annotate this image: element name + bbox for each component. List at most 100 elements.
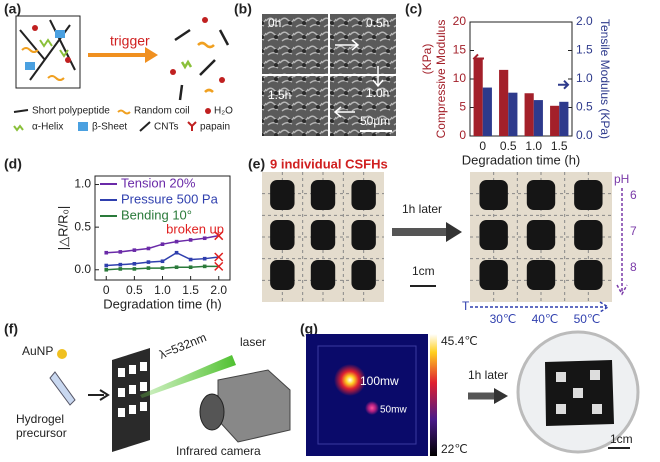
point xyxy=(202,264,207,269)
y-axis-label: (KPa) xyxy=(420,44,434,75)
x-tick-label: 1.0 xyxy=(154,283,171,297)
bar xyxy=(550,105,560,136)
point xyxy=(104,263,109,268)
bar xyxy=(482,87,492,136)
sequence-arrows xyxy=(333,39,384,118)
scale-bar-label: 50μm xyxy=(360,114,390,128)
trigger-label: trigger xyxy=(110,33,150,49)
hydrogel xyxy=(526,180,556,210)
sem-image xyxy=(262,76,328,136)
panel-label: (a) xyxy=(4,1,21,17)
bar xyxy=(499,69,509,136)
point xyxy=(104,250,109,255)
temp-value: 50℃ xyxy=(574,312,601,326)
laser-beam xyxy=(140,355,236,398)
y-tick-label: 1.0 xyxy=(74,177,91,191)
x-tick-label: 0.5 xyxy=(500,139,517,153)
point xyxy=(174,239,179,244)
panel-d: (d) 0 0.5 1.0 1.5 2.0 0.0 0.5 1.0 Tension 20%Pre… xyxy=(4,156,231,311)
axis-arrow xyxy=(558,79,570,90)
x-tick-label: 0.5 xyxy=(126,283,143,297)
panel-a: (a) trigger Short polypeptide Random coi… xyxy=(4,1,233,133)
panel-e: (e) 9 individual CSFHs 1h later 1cm pH 6… xyxy=(248,156,637,326)
point xyxy=(132,267,137,271)
y2-tick-label: 2.0 xyxy=(576,14,593,28)
x-tick-label: 2.0 xyxy=(210,283,227,297)
hydrogel xyxy=(574,220,603,250)
hydrogel xyxy=(479,180,508,210)
camera xyxy=(217,369,291,443)
panel-b: (b) 0h 0.5h 1.5h 1.0h 50μm xyxy=(234,1,396,136)
ph-label: pH xyxy=(614,172,629,186)
point xyxy=(104,267,109,272)
point xyxy=(160,259,165,264)
point xyxy=(202,236,207,241)
bar xyxy=(559,101,569,136)
hydrogel xyxy=(310,220,336,250)
series-line xyxy=(106,251,219,267)
y-tick-label: 15 xyxy=(453,43,467,57)
x-tick-label: 1.5 xyxy=(551,139,568,153)
colorbar-min: 22℃ xyxy=(441,442,468,456)
x-tick-label: 0 xyxy=(479,139,486,153)
hydrogel xyxy=(351,260,376,290)
sem-image xyxy=(330,14,396,74)
title: 9 individual CSFHs xyxy=(270,156,388,171)
point xyxy=(118,267,123,271)
legend-label: Pressure 500 Pa xyxy=(121,191,219,206)
arrow xyxy=(88,389,110,401)
scale-bar-label: 1cm xyxy=(610,432,633,446)
point xyxy=(146,266,151,270)
hydrogel-array xyxy=(262,172,612,302)
gel-holes xyxy=(556,370,602,414)
hydrogel xyxy=(310,260,336,290)
bar xyxy=(533,100,543,136)
warm-spot xyxy=(365,401,379,415)
panel-label: (e) xyxy=(248,156,265,172)
y2-tick-label: 0.5 xyxy=(576,100,593,114)
point xyxy=(132,262,137,266)
legend-text: α-Helix xyxy=(32,122,63,133)
y-tick-label: 0.5 xyxy=(74,219,91,233)
precursor-label: precursor xyxy=(16,426,67,440)
network-drawing xyxy=(19,19,76,81)
y-tick-label: 5 xyxy=(459,100,466,114)
arrow-label: 1h later xyxy=(468,368,508,382)
time-label: 0h xyxy=(268,16,281,30)
arrow-head xyxy=(494,388,508,404)
hydrogel xyxy=(479,260,508,290)
ph-arrow xyxy=(616,188,628,296)
thermal-image xyxy=(306,334,428,456)
hydrogel xyxy=(270,180,295,210)
point xyxy=(202,256,207,261)
power-label: 100mw xyxy=(360,374,399,388)
legend-label: Bending 10° xyxy=(121,207,192,222)
t-label: T xyxy=(462,299,470,313)
hot-spot xyxy=(334,364,366,396)
point xyxy=(188,238,193,242)
time-label: 0.5h xyxy=(366,16,389,30)
panel-label: (g) xyxy=(300,321,318,337)
hydrogel xyxy=(310,180,336,210)
time-label: 1.0h xyxy=(366,86,389,100)
panel-label: (b) xyxy=(234,1,252,17)
hydrogel xyxy=(351,220,376,250)
broken-marker xyxy=(214,261,224,271)
ph-value: 8 xyxy=(630,260,637,274)
sample-outline xyxy=(317,345,417,445)
ph-value: 6 xyxy=(630,188,637,202)
annotation: broken up xyxy=(166,221,224,236)
arrow-head xyxy=(446,222,462,242)
panel-f: (f) AuNP Hydrogel precursor λ=532nm lase… xyxy=(4,321,291,458)
y2-tick-label: 1.5 xyxy=(576,43,593,57)
x-tick-label: 1.5 xyxy=(182,283,199,297)
camera-label: Infrared camera xyxy=(176,444,261,458)
hydrogel xyxy=(270,220,295,250)
point xyxy=(160,242,165,246)
x-axis-label: Degradation time (h) xyxy=(103,296,222,311)
y2-tick-label: 1.0 xyxy=(576,71,593,85)
axis-arrow xyxy=(472,53,484,64)
power-label: 50mw xyxy=(380,405,407,416)
